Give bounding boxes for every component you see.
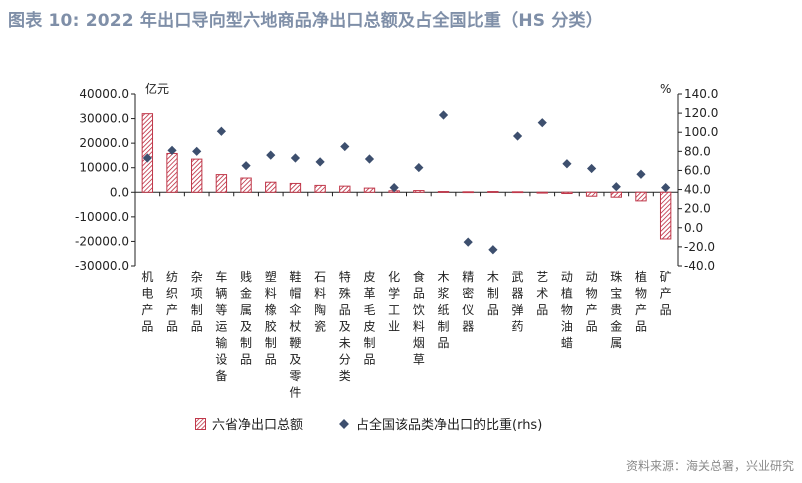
bar-net-export [511,191,524,194]
marker-share [389,183,399,193]
marker-share [192,146,202,156]
bar-net-export [191,158,203,193]
category-label: 植物产品 [635,269,647,334]
category-label: 食品饮料烟草 [413,269,425,367]
left-axis-tick-label: 30000.0 [79,112,129,126]
category-label: 动植物油蜡 [561,270,573,350]
marker-share [315,157,325,167]
category-label: 木制品 [487,270,499,317]
marker-share [290,153,301,163]
bar-net-export [536,191,548,194]
marker-share [340,141,350,152]
left-axis-unit: 亿元 [145,81,169,96]
bar-net-export [487,191,499,193]
marker-share [266,150,276,160]
marker-share [562,159,572,169]
legend-label-bars: 六省净出口总额 [212,418,304,433]
right-axis-tick-label: 100.0 [684,125,718,139]
marker-share [167,145,177,155]
bar-net-export [265,181,277,193]
category-label: 皮革毛皮制品 [363,270,375,367]
category-label: 化学工业 [388,270,400,334]
category-label: 精密仪器 [462,270,474,334]
right-axis-unit: % [660,82,671,96]
right-axis-tick-label: 120.0 [684,106,718,120]
marker-share [537,118,547,128]
right-axis-tick-label: 80.0 [684,144,711,158]
left-axis-tick-label: 20000.0 [79,136,129,150]
right-axis-tick-label: -40.0 [684,259,715,273]
marker-share [661,183,671,193]
category-label: 塑料橡胶制品 [265,269,277,367]
right-axis-tick-label: -20.0 [684,240,715,254]
category-label: 石料陶瓷 [314,270,326,334]
marker-share [241,161,251,171]
category-label: 车辆等运输设备 [215,269,227,383]
category-label: 武器弹药 [512,270,524,334]
bar-net-export [314,184,326,193]
bar-net-export [462,191,474,194]
category-label: 艺术品 [536,270,548,317]
bar-net-export [635,191,647,202]
marker-share [142,153,152,163]
legend-label-dots: 占全国该品类净出口的比重(rhs) [356,418,543,433]
left-axis-tick-label: 40000.0 [79,87,129,101]
left-axis-tick-label: 0.0 [110,185,129,199]
bar-net-export [141,113,154,193]
marker-share [463,237,473,247]
right-axis-tick-label: 40.0 [684,183,711,197]
bar-net-export [610,191,622,198]
bar-net-export [561,191,573,195]
marker-share [611,182,621,192]
category-label: 木浆纸制品 [438,270,450,350]
legend-swatch-dots [339,418,349,429]
marker-share [364,154,375,164]
bar-net-export [413,190,425,193]
category-label: 鞋帽伞杖鞭及零件 [289,269,301,400]
source-note: 资料来源：海关总署，兴业研究 [625,459,794,473]
category-label: 特殊品及未分类 [339,269,351,383]
left-axis-tick-label: 10000.0 [79,161,129,175]
legend-item-bars: 六省净出口总额 [195,414,303,433]
left-axis-tick-label: -30000.0 [75,259,129,273]
right-axis-tick-label: 0.0 [684,221,703,235]
category-label: 矿产品 [660,270,672,317]
bar-net-export [240,177,252,193]
marker-share [438,110,449,120]
right-axis-tick-label: 20.0 [684,202,711,216]
marker-share [587,163,597,174]
right-axis-tick-label: 140.0 [684,87,718,101]
marker-share [414,162,424,173]
marker-share [512,131,523,141]
category-label: 珠宝贵金属 [610,270,622,350]
bar-net-export [339,185,351,193]
category-label: 机电产品 [141,270,153,334]
legend-swatch-bars [195,417,206,430]
bar-net-export [437,191,450,193]
left-axis-tick-label: -10000.0 [75,210,129,224]
bar-net-export [215,174,228,193]
category-label: 动物产品 [586,270,598,334]
chart-title: 图表 10: 2022 年出口导向型六地商品净出口总额及占全国比重（HS 分类） [8,11,603,31]
bar-net-export [289,182,302,193]
bar-net-export [585,191,598,197]
category-label: 杂项制品 [191,270,203,334]
right-axis-tick-label: 60.0 [684,163,711,177]
marker-share [488,245,498,255]
left-axis-tick-label: -20000.0 [75,234,129,248]
bar-net-export [659,191,672,240]
category-label: 贱金属及制品 [240,270,252,367]
marker-share [216,126,226,136]
legend-item-dots: 占全国该品类净出口的比重(rhs) [338,414,542,433]
bar-net-export [363,187,376,193]
category-label: 纺织产品 [166,270,178,334]
bar-net-export [166,152,178,193]
marker-share [636,169,646,179]
